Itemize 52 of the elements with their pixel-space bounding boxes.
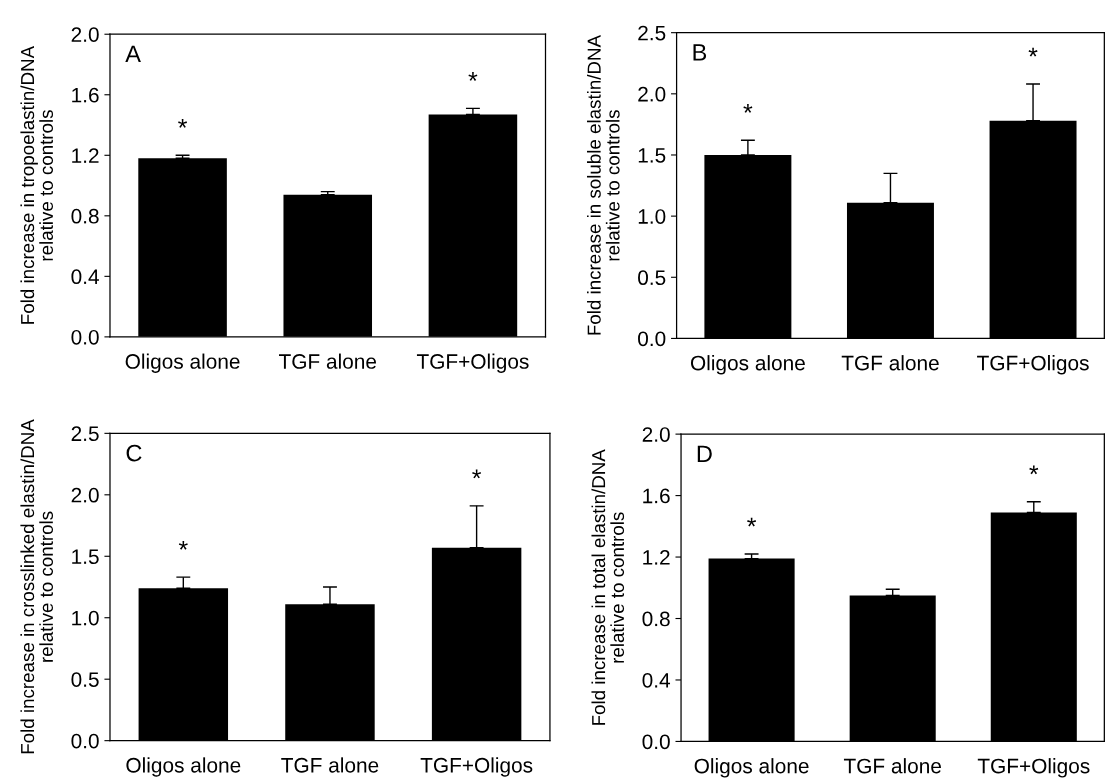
x-tick-label: TGF alone [843, 758, 941, 774]
y-tick-label: 0.8 [642, 611, 670, 627]
x-tick-label: Oligos alone [125, 353, 240, 373]
y-axis-title: Fold increase in soluble elastin/DNA relative to controls [587, 34, 620, 335]
y-tick-label: 0.4 [642, 672, 671, 688]
x-tick-label: TGF+Oligos [416, 353, 529, 373]
x-tick-label: TGF+Oligos [977, 355, 1089, 375]
y-tick-label: 1.5 [72, 549, 99, 565]
y-axis-title: Fold increase in crosslinked elastin/DNA relative to controls [20, 419, 54, 754]
y-tick-label: 0.8 [71, 208, 99, 224]
y-tick-label: 2.0 [642, 427, 670, 442]
annotation: * [472, 469, 482, 479]
y-tick-label: 1.6 [72, 87, 99, 103]
y-tick-label: 0.0 [638, 331, 666, 347]
y-tick-label: 1.5 [638, 148, 666, 163]
y-tick-label: 0.5 [71, 672, 99, 687]
y-tick-label: 1.2 [643, 550, 670, 565]
y-axis-title: Fold increase in tropoelastin/DNA relative to controls [20, 45, 54, 324]
y-tick-label: 0.5 [638, 270, 666, 286]
y-tick-label: 0.0 [71, 329, 99, 345]
y-tick-label: 2.0 [71, 27, 99, 42]
y-tick-label: 2.0 [71, 487, 99, 503]
x-tick-label: TGF alone [281, 757, 379, 773]
y-tick-label: 1.0 [638, 209, 666, 224]
y-tick-label: 1.2 [72, 148, 99, 163]
y-tick-label: 0.4 [71, 269, 99, 285]
x-tick-label: TGF+Oligos [977, 758, 1090, 778]
x-tick-label: TGF+Oligos [420, 757, 533, 777]
annotation: * [178, 540, 188, 550]
x-tick-label: Oligos alone [126, 757, 241, 777]
y-tick-label: 0.0 [71, 733, 99, 749]
y-tick-label: 1.0 [72, 610, 99, 626]
annotation: * [743, 104, 753, 113]
y-tick-label: 0.0 [642, 734, 670, 750]
y-tick-label: 1.6 [643, 488, 670, 504]
x-tick-label: TGF alone [279, 353, 377, 369]
x-tick-label: Oligos alone [694, 758, 809, 778]
chart-title: A [125, 45, 141, 62]
annotation: * [1029, 465, 1039, 475]
chart-title: B [693, 44, 707, 61]
annotation: * [468, 72, 478, 81]
y-axis-title: Fold increase in total elastin/DNA relative to controls [591, 449, 625, 725]
x-tick-label: TGF alone [841, 355, 939, 371]
annotation: * [747, 517, 757, 527]
chart-title: C [126, 444, 142, 462]
annotation: * [1028, 47, 1038, 57]
x-tick-label: Oligos alone [690, 355, 805, 375]
annotation: * [178, 119, 188, 128]
chart-title: D [697, 445, 712, 462]
y-tick-label: 2.0 [638, 86, 666, 102]
y-tick-label: 2.5 [638, 25, 666, 41]
y-tick-label: 2.5 [71, 426, 99, 442]
